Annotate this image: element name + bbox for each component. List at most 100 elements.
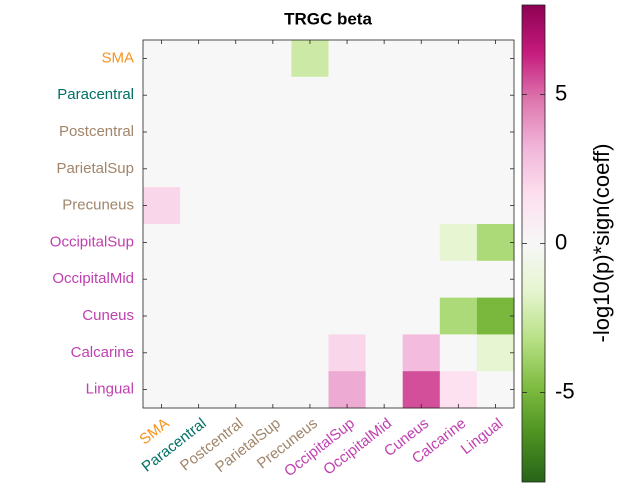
heatmap-cell [217, 297, 255, 335]
heatmap-cell [143, 260, 181, 299]
heatmap-cell [254, 334, 292, 372]
heatmap-cell [254, 260, 292, 299]
heatmap-cell [180, 150, 218, 188]
heatmap-cell [476, 334, 515, 372]
heatmap-cell [439, 297, 478, 335]
heatmap-cell [291, 334, 329, 372]
heatmap-cell [217, 150, 255, 188]
heatmap-cell [365, 150, 404, 188]
heatmap-cell [402, 76, 441, 115]
heatmap-cell [328, 76, 367, 115]
heatmap-cell [291, 113, 329, 151]
colorbar-label: -log10(p)*sign(coeff) [589, 144, 614, 343]
heatmap-cell [328, 260, 367, 299]
heatmap-cell [254, 297, 292, 335]
colorbar-tick-label: 0 [555, 229, 567, 254]
heatmap-cell [439, 334, 478, 372]
y-tick-label: Cuneus [82, 307, 134, 324]
heatmap-cell [365, 40, 404, 78]
heatmap-cell [217, 40, 255, 78]
colorbar-tick-label: -5 [555, 378, 575, 403]
heatmap-cell [365, 297, 404, 335]
heatmap-cell [291, 187, 329, 225]
heatmap-cell [439, 40, 478, 78]
heatmap-cell [439, 150, 478, 188]
y-tick-label: Paracentral [57, 86, 134, 103]
heatmap-cell [254, 76, 292, 115]
colorbar-tick-label: 5 [555, 80, 567, 105]
heatmap-cell [217, 76, 255, 115]
heatmap-cell [402, 150, 441, 188]
heatmap-cell [476, 224, 515, 262]
y-tick-label: Precuneus [62, 197, 134, 214]
heatmap-cell [180, 371, 218, 409]
heatmap-cell [439, 260, 478, 299]
y-tick-label: SMA [101, 49, 134, 66]
heatmap-cell [217, 334, 255, 372]
heatmap-cell [291, 40, 329, 78]
heatmap-cell [180, 187, 218, 225]
heatmap-cell [254, 150, 292, 188]
heatmap-cell [143, 334, 181, 372]
heatmap-cell [476, 76, 515, 115]
heatmap-cell [180, 224, 218, 262]
heatmap-cell [365, 371, 404, 409]
heatmap-cell [180, 334, 218, 372]
heatmap-cell [402, 334, 441, 372]
heatmap-cell [476, 40, 515, 78]
heatmap-cell [402, 260, 441, 299]
heatmap-cell [180, 260, 218, 299]
heatmap-cell [402, 297, 441, 335]
heatmap-cell [143, 187, 181, 225]
heatmap-cell [291, 371, 329, 409]
heatmap-cell [291, 76, 329, 115]
heatmap-cell [365, 334, 404, 372]
heatmap-cell [291, 150, 329, 188]
heatmap-cell [402, 40, 441, 78]
y-tick-label: Lingual [86, 381, 134, 398]
y-tick-label: OccipitalSup [50, 233, 134, 250]
heatmap-cell [217, 371, 255, 409]
heatmap-cell [402, 187, 441, 225]
y-tick-label: ParietalSup [56, 160, 134, 177]
heatmap-cell [143, 224, 181, 262]
heatmap-cell [143, 371, 181, 409]
heatmap-cell [328, 40, 367, 78]
heatmap-cell [328, 187, 367, 225]
heatmap-cell [291, 260, 329, 299]
x-tick-label: Lingual [458, 415, 507, 458]
heatmap-cell [365, 113, 404, 151]
heatmap-cell [254, 40, 292, 78]
chart-title: TRGC beta [284, 9, 372, 28]
heatmap-cell [365, 224, 404, 262]
heatmap-cell [365, 260, 404, 299]
y-tick-label: Postcentral [59, 123, 134, 140]
heatmap-cell [143, 76, 181, 115]
heatmap-cell [143, 297, 181, 335]
heatmap-cell [439, 113, 478, 151]
heatmap-cell [439, 187, 478, 225]
heatmap-cell [439, 76, 478, 115]
heatmap-cell [180, 113, 218, 151]
heatmap-cell [328, 371, 367, 409]
heatmap-cell [143, 150, 181, 188]
heatmap-cell [143, 113, 181, 151]
heatmap-cell [439, 224, 478, 262]
plot-frame [142, 39, 515, 409]
heatmap-cell [291, 297, 329, 335]
heatmap-cell [476, 297, 515, 335]
heatmap-cell [328, 297, 367, 335]
heatmap-cell [328, 224, 367, 262]
y-tick-label: Calcarine [71, 344, 134, 361]
heatmap-cell [143, 40, 181, 78]
heatmap-cell [254, 187, 292, 225]
y-tick-label: OccipitalMid [52, 270, 134, 287]
heatmap-cell [254, 113, 292, 151]
heatmap-cell [476, 150, 515, 188]
heatmap-cell [402, 224, 441, 262]
heatmap-cell [439, 371, 478, 409]
heatmap-cell [328, 113, 367, 151]
heatmap-cell [402, 371, 441, 409]
